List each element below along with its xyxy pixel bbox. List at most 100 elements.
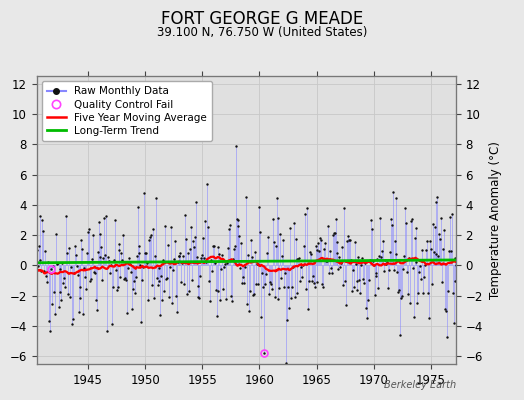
Point <box>358 255 366 261</box>
Point <box>348 266 357 273</box>
Point <box>289 220 298 226</box>
Point <box>185 246 194 252</box>
Point <box>144 296 152 303</box>
Point <box>193 282 202 289</box>
Point <box>83 250 91 256</box>
Point <box>311 242 320 249</box>
Point <box>65 245 73 251</box>
Point <box>396 331 405 338</box>
Point <box>334 266 343 272</box>
Point <box>116 274 125 280</box>
Point <box>80 265 89 271</box>
Point <box>378 248 386 254</box>
Point <box>147 232 155 238</box>
Point <box>445 248 453 254</box>
Point <box>302 286 310 292</box>
Point <box>73 272 82 278</box>
Point <box>162 276 170 282</box>
Point <box>136 261 145 268</box>
Point <box>339 282 347 288</box>
Point <box>412 225 421 231</box>
Point <box>56 266 64 272</box>
Point <box>367 217 375 224</box>
Point <box>336 264 344 270</box>
Point <box>177 279 185 286</box>
Point <box>271 243 280 249</box>
Point <box>69 316 77 323</box>
Point <box>325 270 333 276</box>
Point <box>62 213 70 219</box>
Point <box>320 246 329 252</box>
Point <box>36 257 45 263</box>
Point <box>47 266 55 272</box>
Point <box>82 285 90 292</box>
Point <box>449 290 457 297</box>
Point <box>446 248 455 254</box>
Point <box>158 296 167 303</box>
Point <box>391 251 400 257</box>
Point <box>51 311 59 317</box>
Point <box>91 270 99 276</box>
Point <box>253 260 261 267</box>
Point <box>57 297 66 304</box>
Point <box>212 313 221 320</box>
Point <box>376 214 385 221</box>
Point <box>444 288 452 295</box>
Point <box>286 224 294 231</box>
Point <box>96 230 105 237</box>
Point <box>308 278 316 284</box>
Point <box>307 250 315 257</box>
Point <box>248 292 257 298</box>
Text: Berkeley Earth: Berkeley Earth <box>384 380 456 390</box>
Point <box>34 262 42 269</box>
Point <box>375 252 384 259</box>
Point <box>384 284 392 291</box>
Point <box>87 276 95 282</box>
Point <box>43 278 51 285</box>
Point <box>51 231 60 237</box>
Point <box>218 252 226 258</box>
Point <box>40 268 49 274</box>
Point <box>398 293 407 299</box>
Point <box>155 264 163 271</box>
Point <box>104 254 112 261</box>
Point <box>223 260 231 266</box>
Point <box>208 268 216 274</box>
Point <box>294 256 303 262</box>
Point <box>110 257 118 263</box>
Point <box>165 294 173 300</box>
Point <box>130 290 139 296</box>
Point <box>216 296 225 303</box>
Point <box>239 274 247 280</box>
Point <box>377 254 386 260</box>
Point <box>202 259 210 265</box>
Point <box>278 252 287 259</box>
Point <box>133 253 141 260</box>
Point <box>346 237 354 244</box>
Point <box>269 239 278 245</box>
Point <box>355 277 364 283</box>
Point <box>360 280 368 286</box>
Point <box>205 278 213 284</box>
Point <box>60 275 69 282</box>
Point <box>141 250 149 256</box>
Point <box>301 210 309 217</box>
Point <box>164 241 172 248</box>
Point <box>268 216 277 222</box>
Point <box>120 276 128 282</box>
Point <box>418 247 427 254</box>
Point <box>74 308 83 315</box>
Point <box>42 272 50 279</box>
Point <box>172 309 181 316</box>
Point <box>393 269 401 276</box>
Point <box>127 269 135 275</box>
Point <box>107 262 115 268</box>
Point <box>232 143 240 150</box>
Point <box>343 238 351 244</box>
Point <box>125 255 133 262</box>
Point <box>88 256 96 262</box>
Point <box>118 256 126 263</box>
Point <box>401 204 409 211</box>
Point <box>432 198 441 205</box>
Point <box>93 249 102 256</box>
